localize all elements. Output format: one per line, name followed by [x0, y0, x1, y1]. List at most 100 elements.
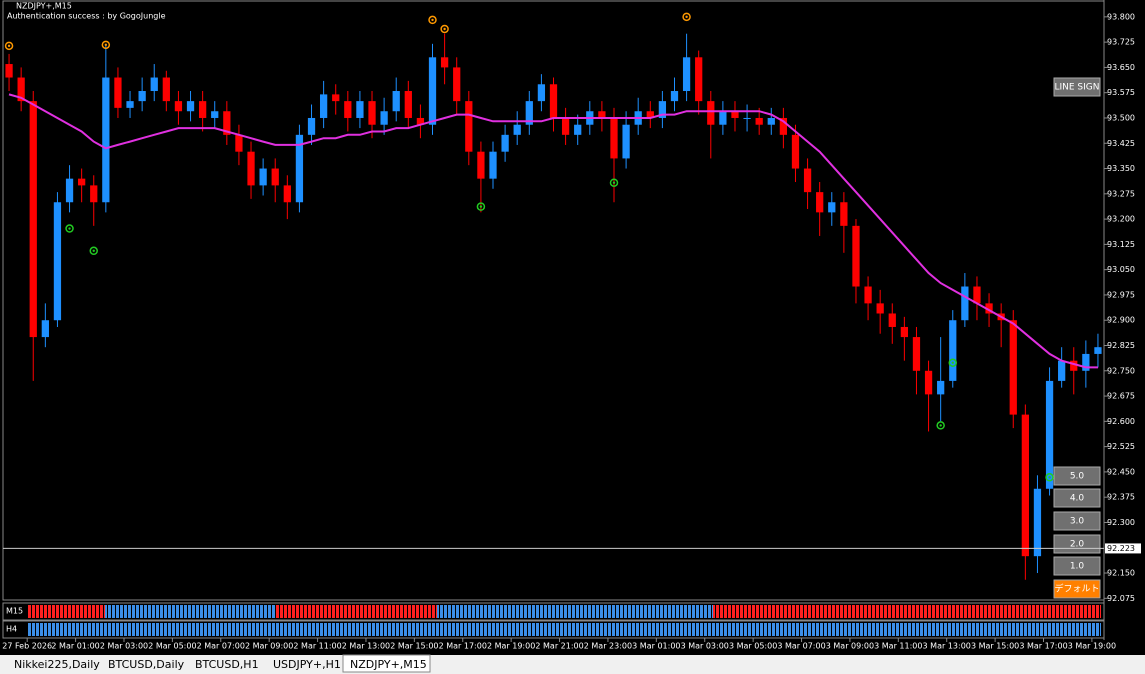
- button-label[interactable]: 4.0: [1070, 494, 1085, 504]
- candle-body: [961, 286, 969, 321]
- candle-body: [1033, 488, 1042, 557]
- x-tick-label: 3 Mar 09:00: [826, 642, 874, 651]
- candle-body: [767, 117, 775, 125]
- candle-body: [755, 117, 763, 125]
- candle-body: [622, 124, 630, 159]
- x-tick-label: 2 Mar 03:00: [100, 642, 148, 651]
- y-tick-label: 92.075: [1107, 594, 1135, 603]
- chart-title: NZDJPY+,M15: [16, 2, 72, 11]
- signal-marker: [89, 246, 98, 256]
- button[interactable]: [1053, 466, 1101, 486]
- candle-body: [283, 185, 291, 203]
- strip-segment: [28, 623, 1101, 636]
- candle-body: [852, 225, 860, 287]
- candle-body: [235, 134, 243, 152]
- signal-marker: [440, 24, 449, 34]
- button-label[interactable]: 1.0: [1070, 562, 1085, 572]
- current-price-box: [1105, 543, 1141, 554]
- signal-dot: [939, 424, 942, 427]
- candle-body: [440, 57, 449, 68]
- button[interactable]: [1053, 77, 1101, 97]
- button-label[interactable]: 2.0: [1070, 540, 1085, 550]
- candle-body: [864, 286, 872, 304]
- candle-body: [5, 64, 13, 78]
- candle-body: [731, 111, 739, 118]
- x-tick-label: 3 Mar 11:00: [874, 642, 922, 651]
- signal-marker: [428, 15, 437, 25]
- button[interactable]: [1053, 579, 1101, 599]
- x-tick-label: 2 Mar 23:00: [584, 642, 632, 651]
- y-tick-label: 92.750: [1107, 366, 1135, 375]
- candle-body: [380, 111, 388, 125]
- y-tick-label: 92.900: [1107, 316, 1135, 325]
- candle-body: [428, 57, 437, 125]
- button-label[interactable]: LINE SIGN: [1054, 83, 1099, 93]
- signal-marker: [101, 40, 111, 50]
- tab-label[interactable]: USDJPY+,H1: [273, 658, 341, 671]
- candle-body: [223, 111, 231, 135]
- signal-dot: [951, 361, 954, 364]
- candle-body: [791, 134, 800, 169]
- candle-body: [138, 91, 146, 102]
- y-tick-label: 93.125: [1107, 240, 1135, 249]
- y-tick-label: 92.150: [1107, 569, 1135, 578]
- button-label[interactable]: 5.0: [1070, 472, 1085, 482]
- signal-marker: [609, 178, 619, 187]
- candle-body: [513, 124, 521, 135]
- candle-body: [1094, 347, 1102, 354]
- y-tick-label: 92.525: [1107, 442, 1135, 451]
- candle-body: [17, 77, 25, 102]
- button-label[interactable]: 3.0: [1070, 517, 1085, 527]
- x-tick-label: 2 Mar 07:00: [197, 642, 245, 651]
- strip-segment: [275, 605, 437, 618]
- candle-body: [29, 101, 37, 338]
- button[interactable]: [1053, 511, 1101, 531]
- signal-dot: [479, 205, 483, 208]
- y-tick-label: 92.600: [1107, 417, 1135, 426]
- tab-label[interactable]: NZDJPY+,M15: [350, 658, 427, 671]
- candle-body: [114, 77, 122, 108]
- candle-body: [126, 101, 134, 108]
- candle-body: [682, 57, 691, 92]
- candle-body: [90, 185, 98, 203]
- tab-label[interactable]: BTCUSD,H1: [195, 658, 259, 671]
- button-label[interactable]: デフォルト: [1054, 583, 1099, 595]
- strip-segment: [28, 605, 105, 618]
- strip-segment: [713, 605, 1101, 618]
- candle-body: [211, 111, 219, 118]
- tab-label[interactable]: BTCUSD,Daily: [108, 658, 185, 671]
- tab-label[interactable]: Nikkei225,Daily: [14, 658, 100, 671]
- candle-body: [924, 370, 933, 395]
- button[interactable]: [1053, 488, 1101, 508]
- x-tick-label: 2 Mar 15:00: [390, 642, 438, 651]
- x-tick-label: 3 Mar 13:00: [923, 642, 971, 651]
- candle-body: [53, 202, 62, 321]
- moving-average: [8, 93, 1098, 369]
- current-price-label: 92.223: [1107, 544, 1135, 553]
- candle-body: [162, 77, 170, 102]
- y-tick-label: 93.650: [1107, 63, 1135, 72]
- indicator-strips: M15 H4: [2, 602, 1105, 639]
- button[interactable]: [1053, 556, 1101, 576]
- x-tick-label: 3 Mar 05:00: [729, 642, 777, 651]
- y-tick-label: 92.375: [1107, 493, 1135, 502]
- tabs: Nikkei225,Daily BTCUSD,Daily BTCUSD,H1 USDJ…: [14, 658, 427, 671]
- candle-body: [719, 111, 727, 125]
- candle-body: [779, 117, 788, 135]
- strip-segment: [105, 605, 275, 618]
- candle-body: [41, 320, 49, 338]
- candle-body: [707, 101, 715, 125]
- candle-body: [307, 117, 316, 135]
- x-tick-label: 2 Mar 01:00: [51, 642, 99, 651]
- y-tick-label: 92.825: [1107, 341, 1135, 350]
- candle-body: [174, 101, 183, 112]
- y-tick-label: 92.675: [1107, 392, 1135, 401]
- y-tick-label: 93.275: [1107, 189, 1135, 198]
- y-tick-label: 93.050: [1107, 265, 1135, 274]
- candle-body: [392, 91, 400, 112]
- candle-body: [501, 134, 509, 152]
- y-tick-label: 93.200: [1107, 215, 1135, 224]
- candle-body: [610, 117, 618, 159]
- signal-marker: [682, 12, 691, 22]
- candle-body: [646, 111, 654, 118]
